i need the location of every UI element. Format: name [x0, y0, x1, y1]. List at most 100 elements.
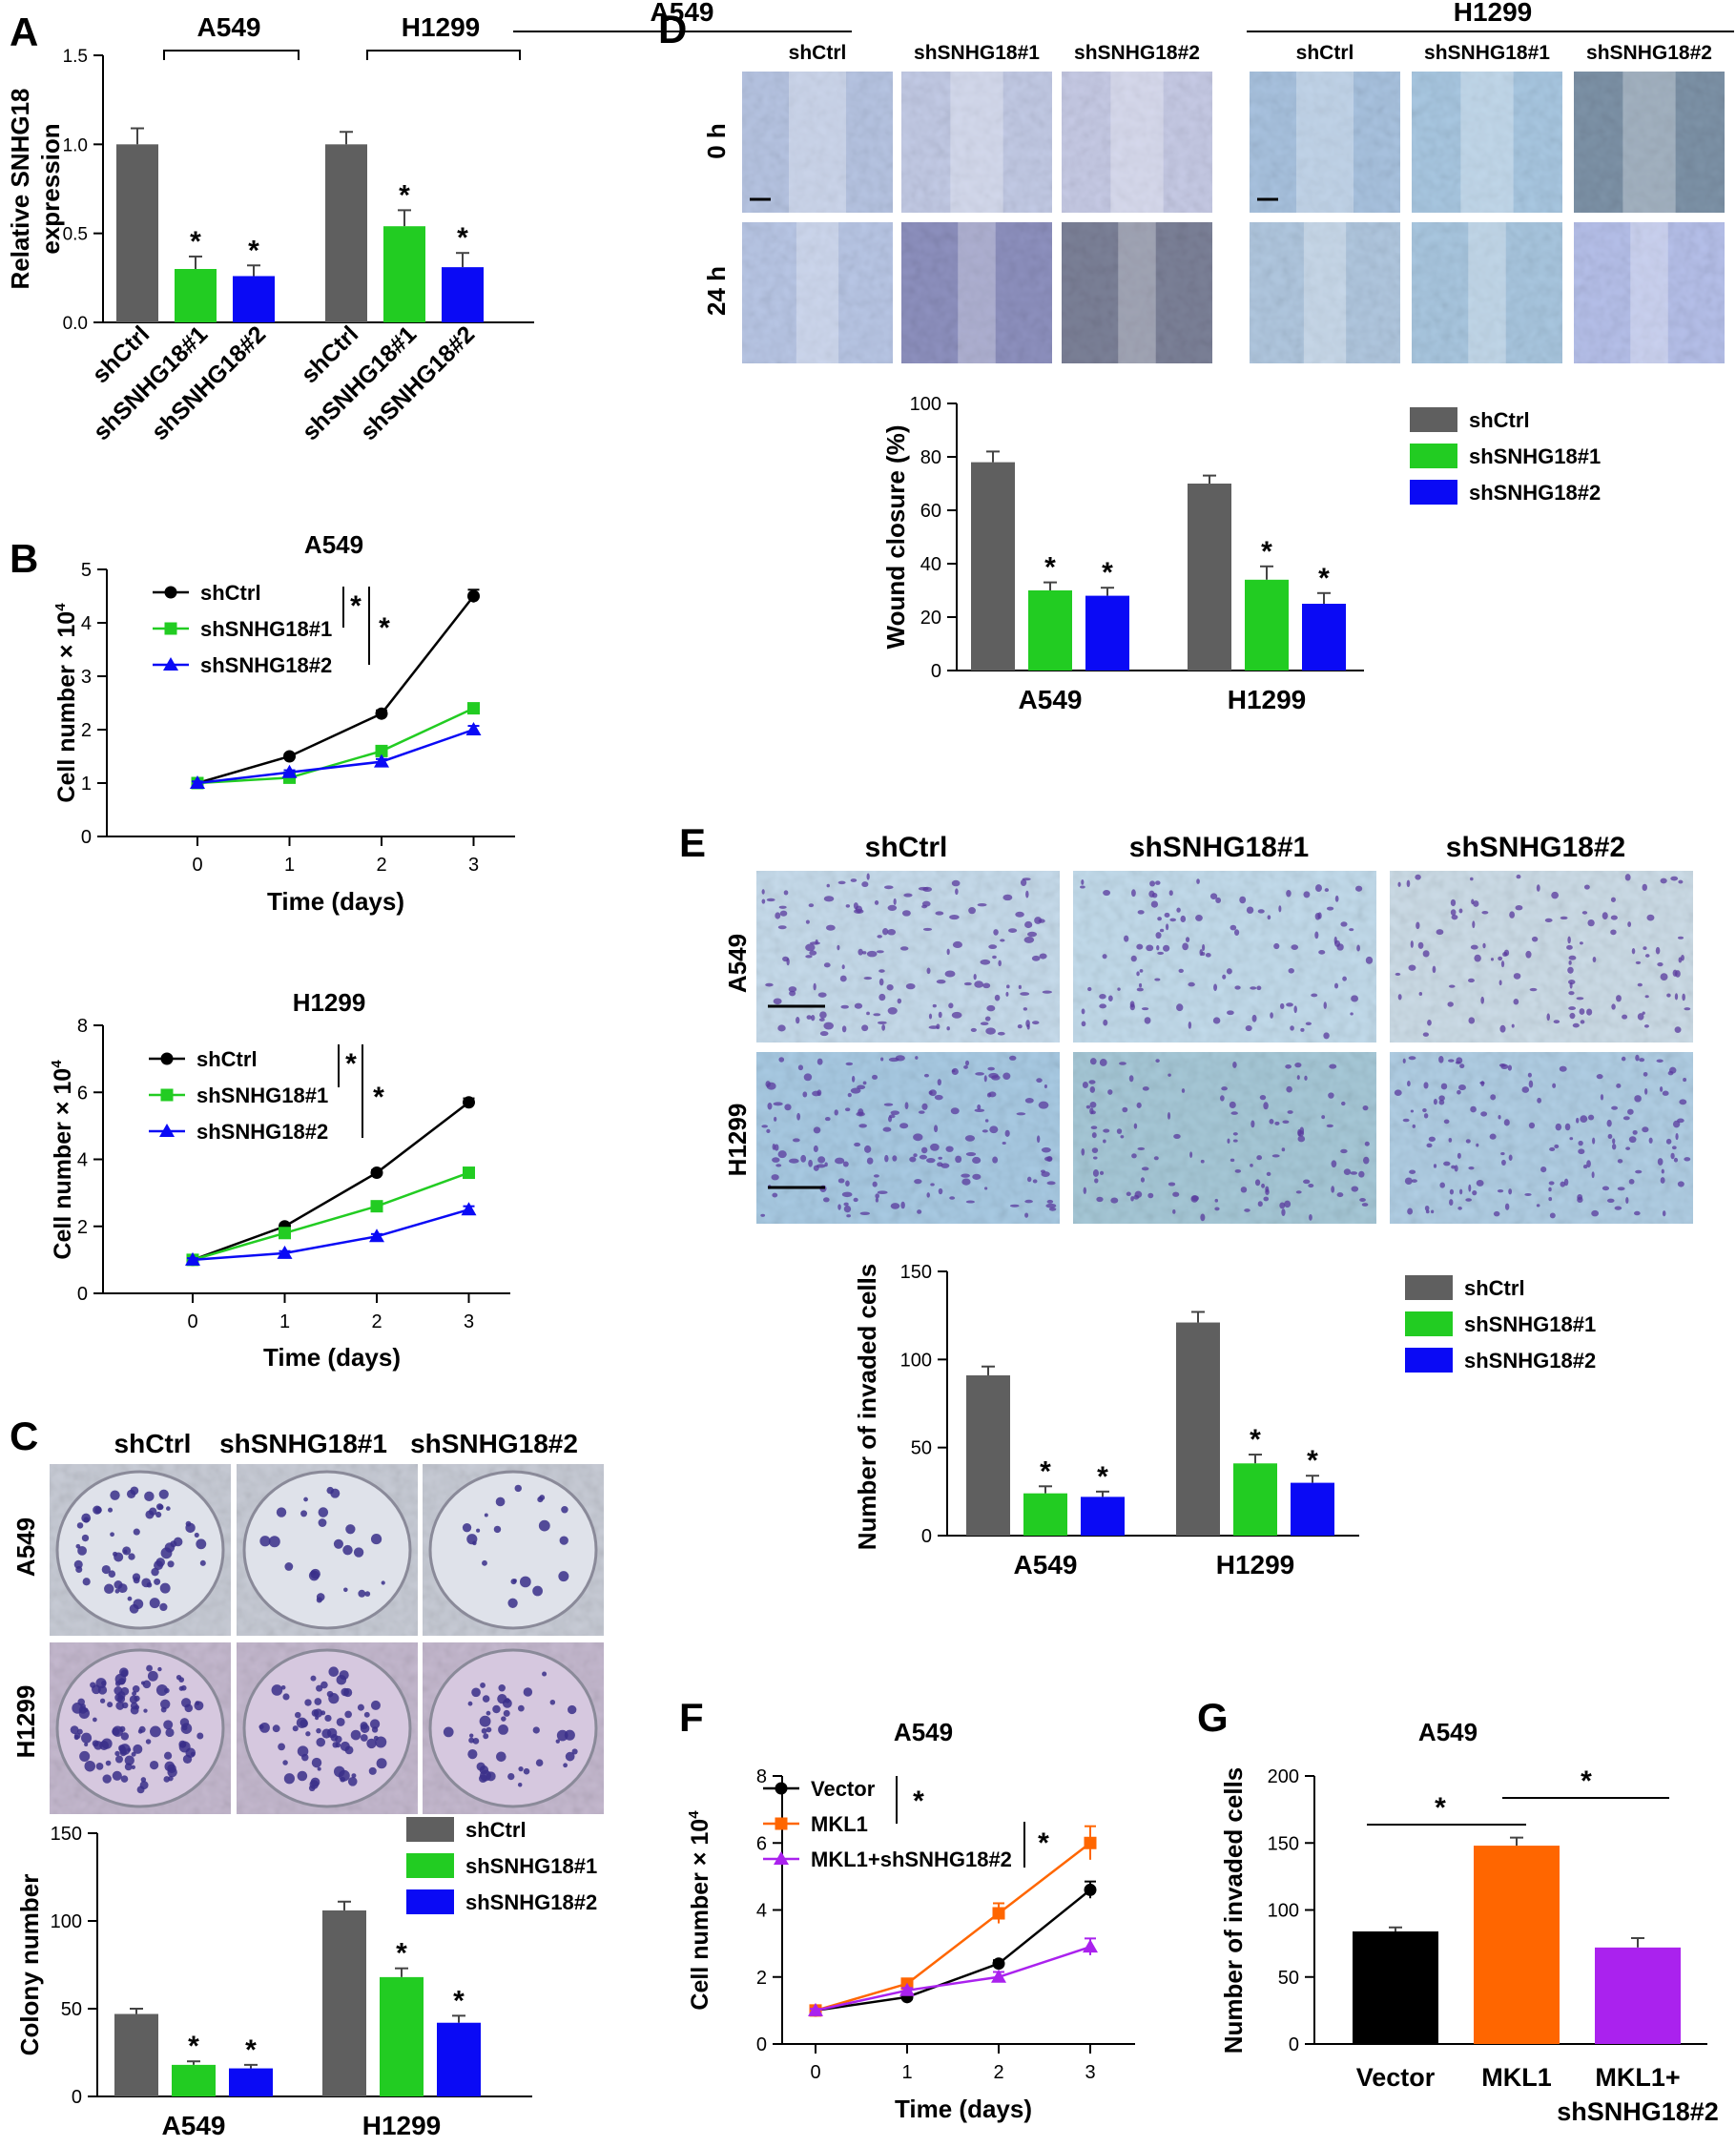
panel-c-colony-1-2-20	[556, 1729, 568, 1742]
panel-e-cell-1-1-83	[1119, 1062, 1126, 1065]
panel-c-colony-1-2-14	[498, 1684, 506, 1692]
panel-e-cell-1-1-13	[1099, 1059, 1107, 1066]
panel-g-bar-2	[1595, 1947, 1681, 2044]
panel-c-colony-0-0-45	[129, 1603, 139, 1614]
panel-c-colony-1-1-33	[360, 1722, 368, 1730]
panel-e-cell-0-1-108	[1230, 924, 1237, 931]
panel-e-cell-1-1-30	[1181, 1088, 1186, 1093]
panel-e-cell-0-0-76	[1025, 890, 1029, 898]
panel-c-colony-1-1-63	[344, 1745, 354, 1755]
panel-e-cell-1-1-12	[1321, 1115, 1326, 1120]
panel-e-cell-1-1-67	[1200, 1159, 1205, 1164]
panel-e-cell-0-1-39	[1155, 880, 1161, 885]
panel-e-cell-1-1-114	[1219, 1095, 1225, 1102]
panel-c-colony-1-0-75	[84, 1742, 89, 1747]
panel-c-colony-1-1-51	[297, 1770, 308, 1782]
panel-e-cell-0-1-60	[1250, 986, 1257, 990]
panel-d-col-label-0: shCtrl	[789, 42, 847, 64]
panel-e-cell-1-2-121	[1625, 1196, 1629, 1204]
panel-b1-legend-label-2: shSNHG18#2	[200, 653, 332, 677]
panel-e-cell-1-0-18	[984, 1119, 989, 1123]
panel-e-cell-0-2-13	[1397, 994, 1402, 1001]
panel-d-ytick-label-3: 60	[920, 501, 941, 522]
panel-e-cell-0-0-84	[818, 1018, 825, 1022]
panel-d-photo-1-3	[1250, 222, 1400, 363]
panel-c-colony-0-0-14	[157, 1504, 164, 1510]
panel-e-cell-1-0-74	[772, 1143, 776, 1150]
panel-e-bar-1-1	[1233, 1463, 1277, 1536]
panel-e-cell-1-0-3	[792, 1138, 800, 1143]
panel-e-cell-0-2-68	[1513, 973, 1521, 980]
panel-c-colony-1-0-4	[124, 1755, 134, 1765]
panel-e-cell-1-0-67	[955, 1155, 962, 1164]
panel-e-cell-1-2-42	[1457, 1089, 1461, 1095]
panel-e-cell-1-1-20	[1227, 1138, 1230, 1144]
panel-e-cell-1-0-115	[1046, 1199, 1054, 1204]
panel-e-cell-1-1-42	[1261, 1183, 1266, 1188]
panel-c-colony-1-1-55	[320, 1681, 328, 1689]
panel-e-cell-0-0-107	[1031, 955, 1041, 961]
panel-e-cell-1-1-69	[1099, 1170, 1105, 1175]
panel-e-cell-1-2-24	[1472, 1190, 1478, 1196]
panel-e-cell-0-2-106	[1480, 996, 1485, 1004]
panel-c-colony-1-1-16	[336, 1717, 345, 1726]
panel-e-cell-1-2-2	[1661, 1168, 1664, 1174]
panel-e-cell-1-1-68	[1364, 1141, 1370, 1146]
panel-c-colony-1-0-68	[157, 1666, 162, 1672]
panel-e-cell-1-2-32	[1433, 1164, 1437, 1168]
panel-f-legend-marker-1	[775, 1817, 788, 1830]
panel-e-cell-1-0-143	[760, 1213, 766, 1217]
panel-c-colony-1-2-42	[476, 1762, 486, 1771]
panel-label-b: B	[10, 536, 38, 581]
panel-e-cell-1-0-103	[772, 1157, 780, 1163]
panel-c-colony-1-1-37	[295, 1711, 301, 1719]
panel-e-cell-0-1-23	[1305, 1022, 1312, 1025]
panel-c-colony-0-0-33	[159, 1582, 171, 1594]
panel-e-cell-1-1-109	[1092, 1169, 1100, 1177]
panel-e-cell-0-2-42	[1592, 956, 1597, 962]
panel-e-cell-1-0-90	[900, 1201, 905, 1209]
panel-c-colony-1-1-25	[360, 1734, 368, 1742]
panel-e-cell-0-2-12	[1627, 921, 1632, 928]
panel-label-f: F	[679, 1695, 704, 1740]
panel-d-bar-0-0	[971, 462, 1015, 671]
panel-c-colony-0-2-18	[514, 1484, 522, 1493]
panel-e-cell-0-0-42	[905, 982, 916, 990]
panel-b1-star-2: *	[379, 612, 390, 644]
panel-c-colony-1-2-1	[486, 1726, 492, 1733]
panel-b2-xtick-label-0: 0	[187, 1311, 197, 1332]
panel-e-cell-1-1-45	[1189, 1151, 1193, 1159]
panel-d-star-0-1: *	[1044, 552, 1056, 584]
panel-e-cell-1-0-81	[1032, 1179, 1038, 1184]
panel-e-cell-0-1-9	[1169, 918, 1177, 922]
panel-e-cell-0-2-0	[1499, 1024, 1506, 1033]
panel-e-cell-0-0-119	[974, 981, 984, 988]
panel-c-colony-0-0-58	[141, 1578, 152, 1588]
panel-e-cell-1-0-101	[989, 1125, 999, 1134]
panel-c-colony-1-1-40	[330, 1734, 339, 1742]
panel-e-cell-1-0-152	[963, 1064, 968, 1069]
panel-d-group-a549: A549	[651, 0, 714, 27]
panel-e-cell-1-1-53	[1110, 1197, 1119, 1204]
panel-e-cell-0-0-10	[1032, 1021, 1040, 1025]
panel-c-colony-0-0-19	[154, 1578, 161, 1585]
panel-c-colony-0-2-19	[539, 1495, 546, 1501]
panel-c-colony-1-0-31	[179, 1718, 190, 1727]
panel-e-cell-0-1-85	[1246, 906, 1254, 914]
panel-e-cell-0-1-26	[1182, 942, 1188, 951]
panel-e-cell-0-2-10	[1576, 997, 1584, 1001]
panel-d-xlabel-1: H1299	[1228, 685, 1307, 714]
panel-e-cell-1-0-157	[788, 1158, 799, 1164]
panel-e-cell-1-2-25	[1606, 1119, 1612, 1127]
panel-e-cell-1-0-36	[816, 1058, 823, 1065]
panel-e-cell-1-0-31	[1038, 1101, 1049, 1109]
panel-a-bracket-h1299	[366, 50, 521, 60]
panel-c-colony-0-0-24	[154, 1560, 164, 1571]
panel-e-cell-0-1-38	[1099, 1003, 1107, 1009]
panel-e-cell-0-0-20	[946, 1026, 950, 1031]
panel-e-cell-1-0-84	[772, 1192, 778, 1198]
panel-e-cell-1-0-141	[843, 1202, 849, 1207]
panel-e-cell-1-0-5	[899, 1123, 909, 1129]
panel-c-colony-1-2-41	[518, 1765, 524, 1772]
